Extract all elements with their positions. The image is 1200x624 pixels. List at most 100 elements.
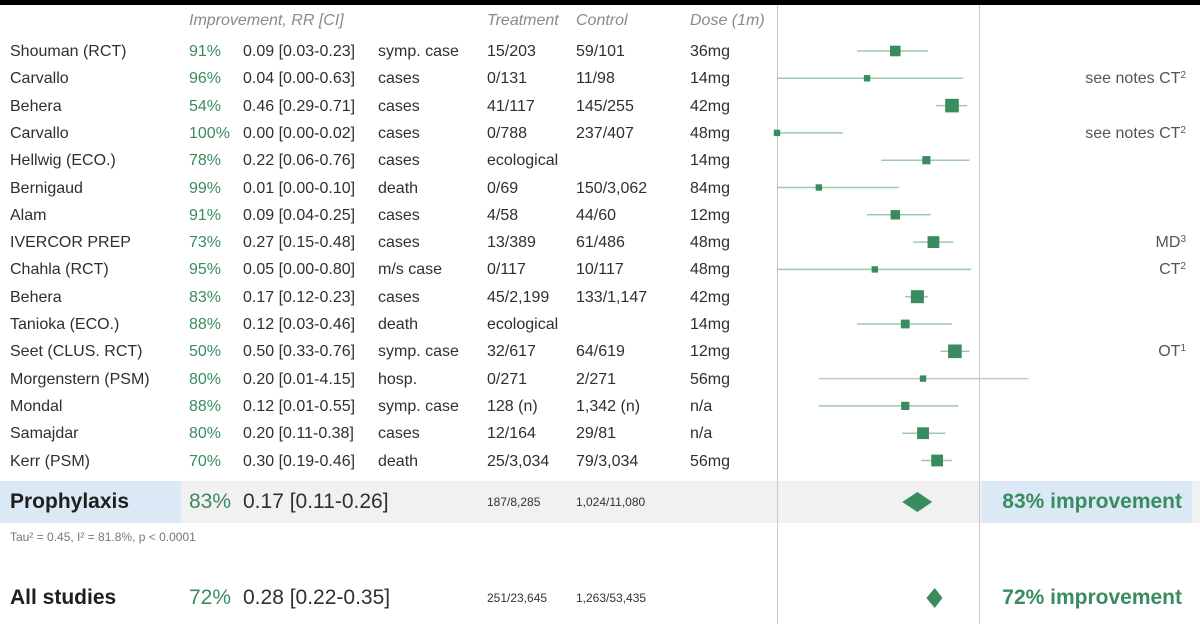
- table-row: Kerr (PSM) 70% 0.30 [0.19-0.46] death 25/3,0…: [0, 448, 1200, 475]
- dose: 36mg: [690, 43, 731, 60]
- control-count: 150/3,062: [576, 179, 648, 197]
- effect-marker: [863, 75, 871, 82]
- improvement-percent: 91%: [189, 43, 222, 60]
- summary-control: 1,263/53,435: [576, 591, 647, 605]
- dose: 42mg: [690, 288, 731, 306]
- treatment-count: 0/131: [487, 70, 528, 88]
- summary-control: 1,024/11,080: [576, 495, 646, 509]
- summary-improvement: 72% improvement: [1002, 586, 1182, 609]
- study-name: Seet (CLUS. RCT): [10, 343, 143, 361]
- study-name: Shouman (RCT): [10, 43, 127, 60]
- table-row: Chahla (RCT) 95% 0.05 [0.00-0.80] m/s case 0…: [0, 256, 1200, 283]
- table-row: Alam 91% 0.09 [0.04-0.25] cases 4/58 44/60 12m…: [0, 202, 1200, 229]
- treatment-count: ecological: [487, 316, 559, 333]
- effect-marker: [890, 210, 900, 220]
- outcome: symp. case: [378, 397, 459, 415]
- risk-ratio-ci: 0.00 [0.00-0.02]: [243, 124, 356, 142]
- improvement-percent: 91%: [189, 206, 222, 224]
- improvement-percent: 73%: [189, 234, 222, 252]
- risk-ratio-ci: 0.01 [0.00-0.10]: [243, 179, 356, 197]
- header-improvement: Improvement, RR [CI]: [189, 12, 344, 29]
- outcome: cases: [378, 124, 420, 142]
- table-row: Samajdar 80% 0.20 [0.11-0.38] cases 12/164 29…: [0, 420, 1200, 447]
- study-name: IVERCOR PREP: [10, 234, 131, 252]
- effect-marker: [919, 375, 927, 382]
- control-count: 59/101: [576, 43, 625, 60]
- improvement-percent: 50%: [189, 343, 222, 361]
- effect-marker: [948, 344, 962, 359]
- outcome: cases: [378, 206, 420, 224]
- treatment-count: 128 (n): [487, 397, 538, 415]
- study-name: Kerr (PSM): [10, 452, 90, 470]
- control-count: 29/81: [576, 425, 617, 443]
- study-note: OT1: [1158, 342, 1186, 361]
- study-note: MD3: [1156, 233, 1186, 252]
- risk-ratio-ci: 0.20 [0.01-4.15]: [243, 370, 356, 388]
- treatment-count: 41/117: [487, 97, 535, 115]
- dose: 12mg: [690, 343, 731, 361]
- improvement-percent: 80%: [189, 425, 222, 443]
- effect-marker: [815, 184, 823, 191]
- risk-ratio-ci: 0.12 [0.03-0.46]: [243, 316, 356, 333]
- study-name: Behera: [10, 97, 62, 115]
- improvement-percent: 88%: [189, 397, 222, 415]
- control-count: 1,342 (n): [576, 397, 641, 415]
- effect-marker: [931, 454, 944, 467]
- dose: 56mg: [690, 452, 731, 470]
- study-name: Tanioka (ECO.): [10, 316, 120, 333]
- risk-ratio-ci: 0.30 [0.19-0.46]: [243, 452, 356, 470]
- table-row: Mondal 88% 0.12 [0.01-0.55] symp. case 128 (…: [0, 393, 1200, 420]
- effect-marker: [910, 290, 924, 304]
- study-name: Chahla (RCT): [10, 261, 109, 279]
- control-count: 61/486: [576, 234, 625, 252]
- summary-improvement: 83% improvement: [1002, 490, 1182, 513]
- outcome: death: [378, 179, 419, 197]
- note-superscript: 3: [1180, 234, 1186, 246]
- outcome: symp. case: [378, 43, 459, 60]
- risk-ratio-ci: 0.09 [0.03-0.23]: [243, 43, 356, 60]
- treatment-count: 25/3,034: [487, 452, 550, 470]
- dose: n/a: [690, 425, 713, 443]
- treatment-count: 0/788: [487, 124, 528, 142]
- summary-rr: 0.28 [0.22-0.35]: [243, 586, 391, 609]
- dose: 42mg: [690, 97, 731, 115]
- treatment-count: ecological: [487, 152, 559, 170]
- improvement-percent: 70%: [189, 452, 222, 470]
- table-row: Carvallo 96% 0.04 [0.00-0.63] cases 0/131 11/…: [0, 65, 1200, 92]
- note-text: OT: [1158, 343, 1181, 361]
- heterogeneity-stats: Tau² = 0.45, I² = 81.8%, p < 0.0001: [10, 530, 196, 544]
- effect-marker: [927, 236, 940, 248]
- dose: n/a: [690, 397, 713, 415]
- summary-label: All studies: [10, 586, 117, 609]
- dose: 48mg: [690, 124, 731, 142]
- improvement-percent: 78%: [189, 152, 222, 170]
- table-row: IVERCOR PREP 73% 0.27 [0.15-0.48] cases 13/3…: [0, 229, 1200, 256]
- improvement-percent: 100%: [189, 124, 230, 142]
- study-name: Alam: [10, 206, 47, 224]
- study-name: Hellwig (ECO.): [10, 152, 116, 170]
- outcome: cases: [378, 425, 420, 443]
- outcome: death: [378, 452, 419, 470]
- table-row: Bernigaud 99% 0.01 [0.00-0.10] death 0/69 150…: [0, 175, 1200, 202]
- effect-marker: [900, 319, 910, 329]
- outcome: hosp.: [378, 370, 418, 388]
- treatment-count: 45/2,199: [487, 288, 550, 306]
- note-superscript: 2: [1180, 261, 1186, 273]
- summary-percent: 72%: [189, 586, 232, 609]
- improvement-percent: 96%: [189, 70, 222, 88]
- table-row: Behera 54% 0.46 [0.29-0.71] cases 41/117 145/…: [0, 93, 1200, 120]
- study-name: Morgenstern (PSM): [10, 370, 150, 388]
- header-control: Control: [576, 12, 628, 29]
- table-row: Carvallo 100% 0.00 [0.00-0.02] cases 0/788 23…: [0, 120, 1200, 147]
- treatment-count: 4/58: [487, 206, 519, 224]
- effect-marker: [922, 156, 931, 165]
- risk-ratio-ci: 0.20 [0.11-0.38]: [243, 425, 354, 443]
- dose: 48mg: [690, 261, 731, 279]
- improvement-percent: 95%: [189, 261, 222, 279]
- table-row: Hellwig (ECO.) 78% 0.22 [0.06-0.76] cases ec…: [0, 147, 1200, 174]
- table-row: Tanioka (ECO.) 88% 0.12 [0.03-0.46] death ec…: [0, 311, 1200, 338]
- risk-ratio-ci: 0.46 [0.29-0.71]: [243, 97, 356, 115]
- effect-marker: [917, 427, 929, 440]
- prophylaxis-label-highlight: [0, 481, 181, 523]
- summary-diamond: [902, 492, 933, 512]
